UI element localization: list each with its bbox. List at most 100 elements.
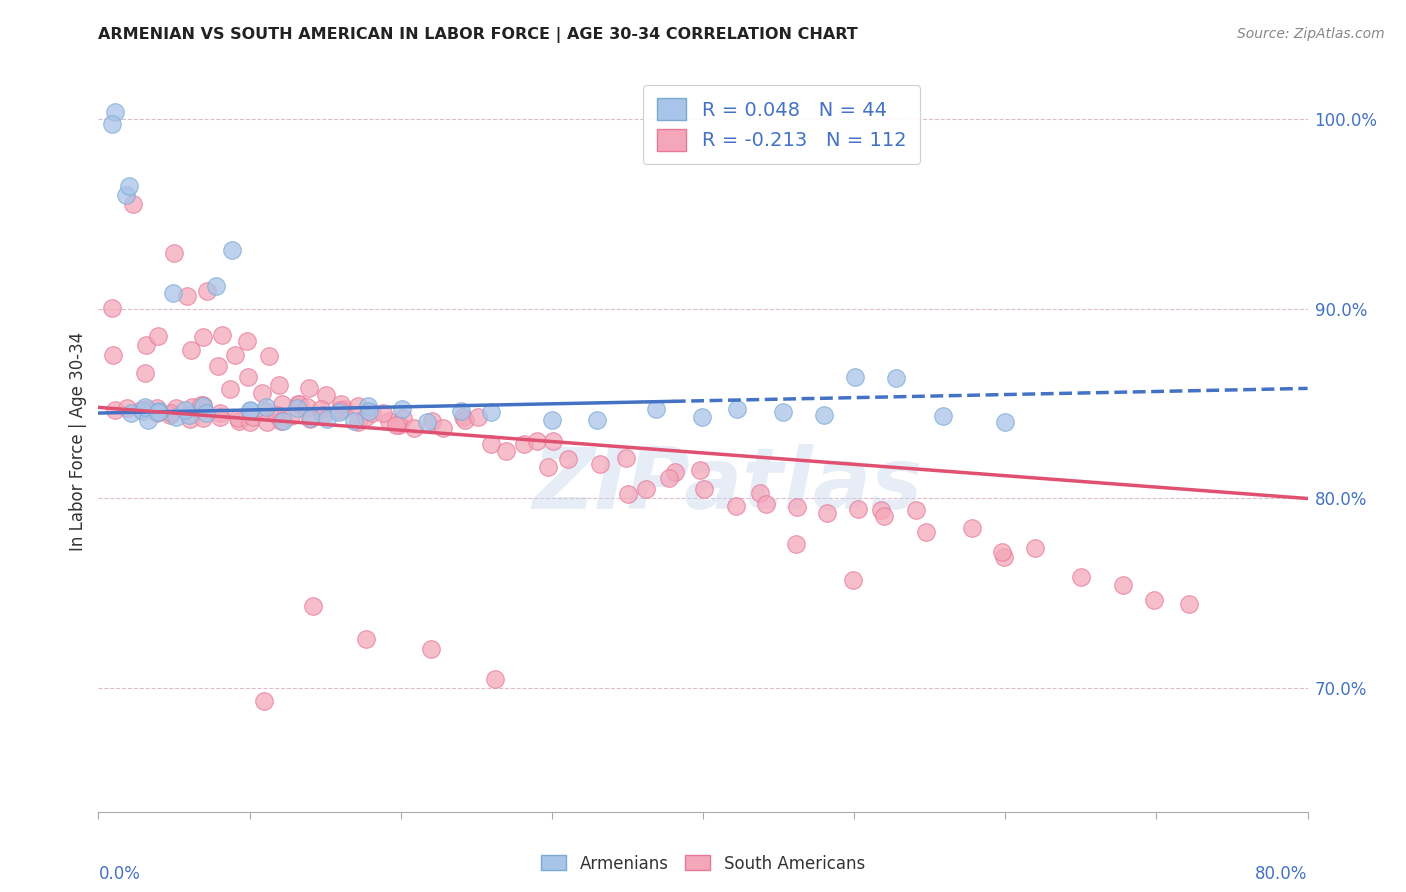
Point bbox=[357, 399, 380, 413]
Point bbox=[179, 412, 201, 426]
Point bbox=[239, 402, 262, 417]
Point bbox=[416, 415, 439, 429]
Point bbox=[541, 434, 564, 448]
Point bbox=[221, 243, 243, 257]
Point bbox=[392, 411, 415, 425]
Point bbox=[298, 381, 321, 395]
Point bbox=[905, 503, 928, 517]
Point bbox=[190, 398, 212, 412]
Point bbox=[537, 459, 560, 474]
Point bbox=[311, 401, 333, 416]
Point bbox=[135, 338, 157, 352]
Point bbox=[181, 400, 204, 414]
Point bbox=[772, 405, 794, 419]
Point bbox=[288, 397, 311, 411]
Point bbox=[479, 437, 502, 451]
Point bbox=[146, 406, 169, 420]
Point bbox=[165, 409, 187, 424]
Point bbox=[391, 401, 413, 416]
Point bbox=[1143, 593, 1166, 607]
Point bbox=[197, 285, 219, 299]
Point bbox=[195, 406, 218, 420]
Point bbox=[884, 371, 907, 385]
Point bbox=[420, 641, 443, 656]
Point bbox=[915, 525, 938, 540]
Point bbox=[645, 402, 668, 417]
Point bbox=[280, 409, 302, 423]
Point bbox=[316, 412, 339, 426]
Point bbox=[228, 414, 250, 428]
Point bbox=[254, 403, 277, 417]
Point bbox=[785, 537, 807, 551]
Point bbox=[422, 413, 444, 427]
Point bbox=[617, 487, 640, 501]
Point bbox=[614, 450, 637, 465]
Text: Source: ZipAtlas.com: Source: ZipAtlas.com bbox=[1237, 27, 1385, 41]
Point bbox=[664, 465, 686, 479]
Text: 0.0%: 0.0% bbox=[98, 865, 141, 883]
Point bbox=[404, 421, 426, 435]
Point bbox=[115, 188, 138, 202]
Point bbox=[755, 497, 778, 511]
Point bbox=[657, 471, 679, 485]
Point bbox=[1070, 570, 1092, 584]
Point bbox=[343, 414, 366, 428]
Point bbox=[193, 399, 215, 413]
Point bbox=[104, 104, 127, 119]
Point bbox=[287, 397, 309, 411]
Point bbox=[993, 549, 1015, 564]
Point bbox=[257, 350, 280, 364]
Point bbox=[748, 486, 770, 500]
Point bbox=[724, 499, 747, 513]
Point bbox=[298, 411, 321, 425]
Point bbox=[165, 401, 187, 415]
Point bbox=[159, 406, 181, 420]
Point bbox=[159, 408, 181, 422]
Point bbox=[100, 301, 122, 315]
Point bbox=[134, 366, 156, 380]
Point bbox=[1178, 597, 1201, 611]
Point bbox=[148, 404, 170, 418]
Point bbox=[266, 409, 288, 423]
Point bbox=[224, 348, 246, 362]
Point bbox=[271, 414, 294, 428]
Point bbox=[254, 400, 277, 414]
Point bbox=[207, 359, 229, 374]
Point bbox=[211, 328, 233, 343]
Point bbox=[873, 509, 896, 524]
Point bbox=[346, 399, 368, 413]
Point bbox=[163, 246, 186, 260]
Point bbox=[484, 672, 506, 686]
Point bbox=[813, 408, 835, 422]
Point bbox=[377, 414, 399, 428]
Point bbox=[450, 404, 472, 418]
Point bbox=[1112, 578, 1135, 592]
Text: ARMENIAN VS SOUTH AMERICAN IN LABOR FORCE | AGE 30-34 CORRELATION CHART: ARMENIAN VS SOUTH AMERICAN IN LABOR FORC… bbox=[98, 27, 858, 43]
Point bbox=[299, 411, 322, 425]
Point bbox=[585, 412, 607, 426]
Point bbox=[100, 117, 122, 131]
Legend: R = 0.048   N = 44, R = -0.213   N = 112: R = 0.048 N = 44, R = -0.213 N = 112 bbox=[644, 85, 920, 164]
Point bbox=[129, 403, 152, 417]
Point bbox=[252, 386, 274, 401]
Point bbox=[636, 482, 658, 496]
Point bbox=[242, 409, 264, 424]
Point bbox=[226, 411, 249, 425]
Point bbox=[285, 401, 308, 415]
Point bbox=[256, 416, 278, 430]
Point bbox=[239, 415, 262, 429]
Point bbox=[692, 409, 714, 424]
Point bbox=[132, 404, 155, 418]
Point bbox=[329, 397, 352, 411]
Point bbox=[356, 410, 378, 425]
Point bbox=[236, 334, 259, 348]
Point bbox=[815, 507, 838, 521]
Legend: Armenians, South Americans: Armenians, South Americans bbox=[534, 848, 872, 880]
Point bbox=[371, 406, 394, 420]
Point bbox=[451, 409, 474, 424]
Point bbox=[354, 632, 377, 646]
Point bbox=[136, 413, 159, 427]
Point bbox=[312, 408, 335, 422]
Point bbox=[174, 402, 197, 417]
Point bbox=[219, 383, 242, 397]
